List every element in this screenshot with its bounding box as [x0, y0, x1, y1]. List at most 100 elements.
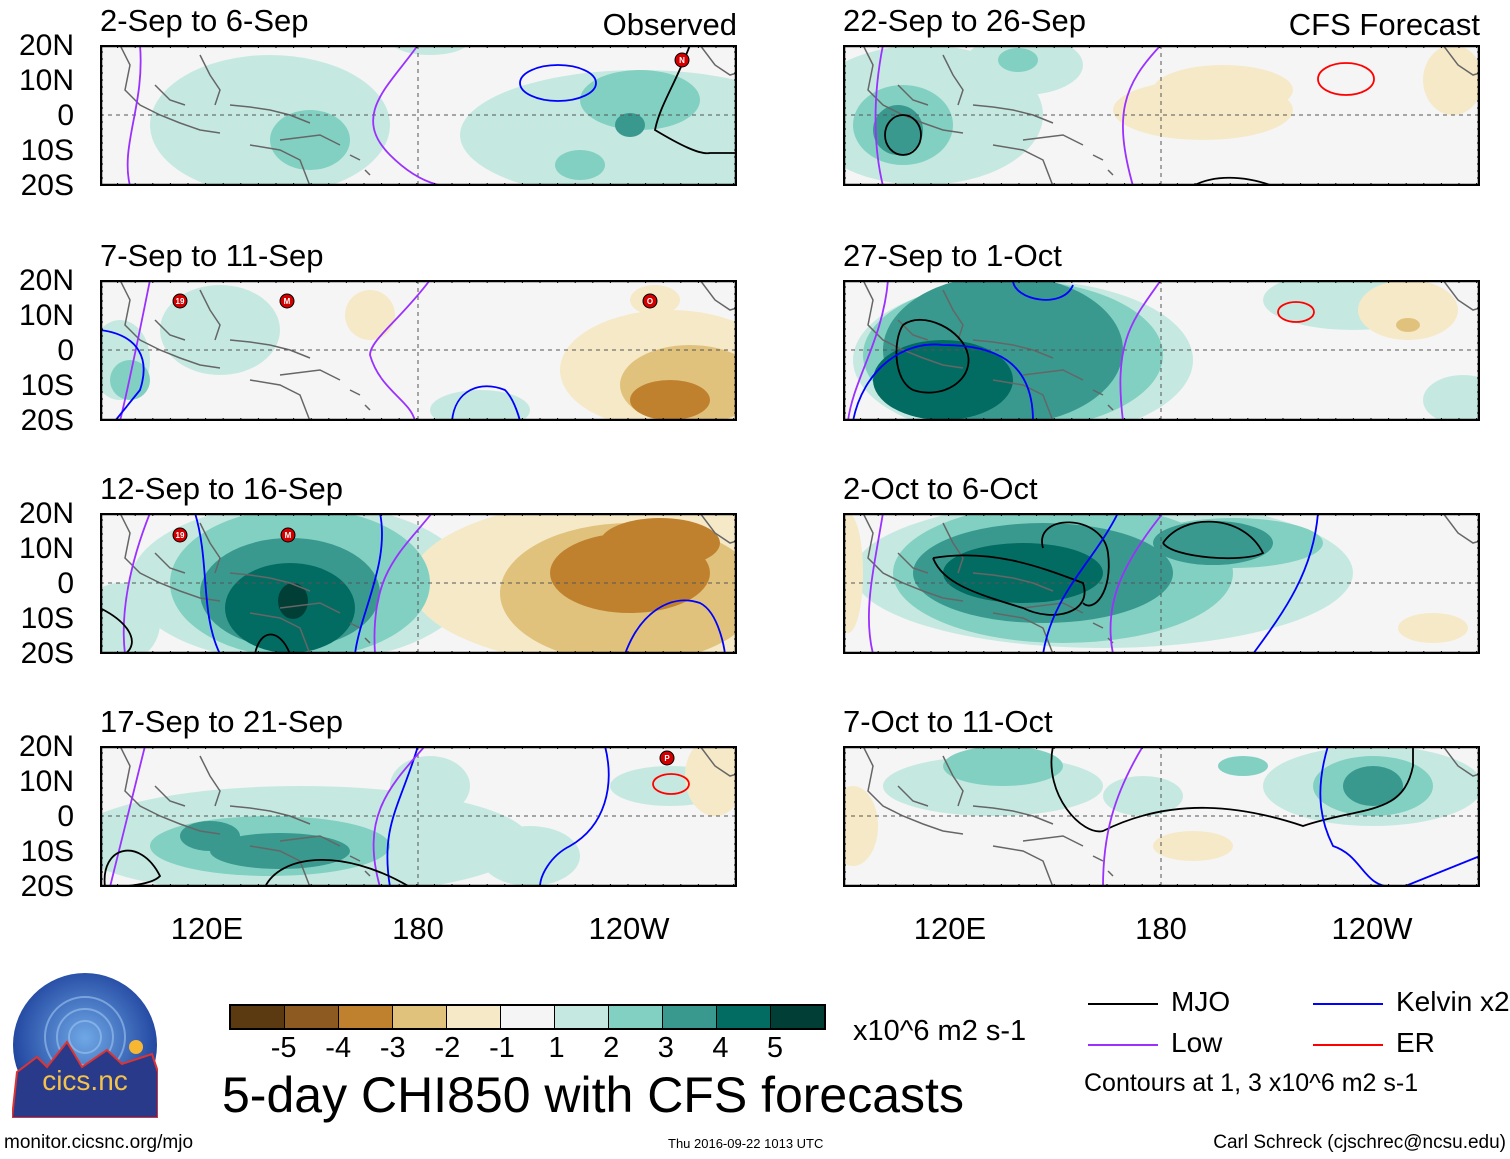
wave-contour: [1012, 280, 1074, 301]
wave-contour: [1162, 520, 1265, 560]
footer-author: Carl Schreck (cjschrec@ncsu.edu): [1213, 1132, 1506, 1153]
wave-contour: [653, 45, 737, 155]
y-axis-label: 10S: [20, 134, 74, 167]
wave-contour: [1050, 746, 1414, 833]
colorbar-tick: -2: [434, 1032, 461, 1064]
tropical-cyclone-icon: O: [642, 293, 658, 309]
legend-label: Kelvin x2: [1396, 986, 1510, 1017]
wave-contour: [1041, 521, 1110, 607]
x-axis-label: 180: [1135, 911, 1187, 946]
colorbar-tick: -5: [270, 1032, 297, 1064]
anomaly-shading: [555, 150, 605, 180]
colorbar-swatch: [555, 1006, 609, 1028]
wave-contour: [932, 554, 1086, 616]
wave-contour: [126, 45, 142, 186]
svg-text:19: 19: [176, 297, 185, 306]
legend-label: Low: [1171, 1027, 1223, 1058]
map-panel: [843, 280, 1480, 421]
wave-contour: [372, 746, 426, 887]
svg-text:N: N: [679, 56, 685, 65]
coastline: [119, 746, 737, 887]
y-axis-label: 10N: [18, 532, 74, 565]
colorbar-tick: -1: [489, 1032, 515, 1064]
colorbar-swatch: [447, 1006, 501, 1028]
wave-contour: [852, 343, 1034, 421]
panel-title: 7-Sep to 11-Sep: [100, 238, 324, 273]
legend-line-swatch: [1088, 1003, 1158, 1005]
anomaly-shading: [1358, 280, 1458, 340]
legend-line-swatch: [1313, 1044, 1383, 1046]
wave-contour: [624, 599, 726, 654]
wave-contour: [884, 114, 922, 156]
wave-contour: [519, 64, 597, 102]
colorbar-swatch: [501, 1006, 555, 1028]
wave-contour: [1402, 855, 1480, 887]
anomaly-shading: [685, 746, 737, 816]
wave-contour: [895, 319, 970, 394]
y-axis-label: 20N: [18, 29, 74, 62]
tropical-cyclone-icon: 19: [172, 527, 188, 543]
wave-contour: [1317, 62, 1375, 96]
colorbar-tick: -3: [379, 1032, 406, 1064]
colorbar-tick: -4: [325, 1032, 352, 1064]
colorbar-swatch: [231, 1006, 285, 1028]
wave-contour: [652, 773, 690, 795]
tropical-cyclone-icon: M: [280, 527, 296, 543]
y-axis-label: 10N: [18, 299, 74, 332]
anomaly-shading: [392, 45, 468, 55]
anomaly-shading: [278, 583, 308, 619]
colorbar-swatch: [663, 1006, 717, 1028]
wave-contour: [539, 746, 610, 887]
wave-contour: [373, 513, 433, 654]
y-axis-label: 20N: [18, 497, 74, 530]
wave-contour: [386, 746, 419, 887]
anomaly-shading: [630, 380, 710, 420]
y-axis-label: 0: [57, 99, 74, 132]
map-panel: 19 M: [100, 513, 737, 654]
wave-contour: [451, 385, 521, 421]
figure-title: 5-day CHI850 with CFS forecasts: [222, 1067, 964, 1123]
anomaly-shading: [843, 513, 863, 633]
legend-note: Contours at 1, 3 x10^6 m2 s-1: [1084, 1069, 1419, 1097]
wave-contour: [1252, 513, 1319, 654]
anomaly-shading: [390, 756, 470, 816]
svg-text:P: P: [664, 754, 670, 763]
y-axis-label: 10N: [18, 64, 74, 97]
legend-label: MJO: [1171, 986, 1231, 1017]
footer-url[interactable]: monitor.cicsnc.org/mjo: [4, 1132, 194, 1153]
y-axis-label: 10S: [20, 369, 74, 402]
colorbar-swatch: [285, 1006, 339, 1028]
anomaly-shading: [1396, 318, 1420, 332]
anomaly-shading: [430, 390, 530, 421]
legend-label: ER: [1396, 1027, 1435, 1058]
y-axis-label: 20N: [18, 264, 74, 297]
x-axis-label: 120W: [1331, 911, 1413, 946]
anomaly-shading: [615, 113, 645, 137]
map-panel: [843, 513, 1480, 654]
map-panel: N: [100, 45, 737, 186]
wave-contour: [119, 280, 151, 421]
panel-title: 27-Sep to 1-Oct: [843, 238, 1062, 273]
colorbar-swatch: [393, 1006, 447, 1028]
y-axis-label: 0: [57, 800, 74, 833]
anomaly-shading: [480, 826, 580, 886]
x-axis-label: 180: [392, 911, 444, 946]
wave-contour: [867, 513, 884, 654]
colorbar-tick: 4: [712, 1032, 729, 1064]
anomaly-shading: [345, 290, 395, 340]
anomaly-shading: [100, 583, 160, 654]
x-axis-label: 120E: [913, 911, 987, 946]
colorbar-tick: 3: [657, 1032, 674, 1064]
wave-contour: [372, 45, 470, 186]
colorbar-swatch: [339, 1006, 393, 1028]
coastline: [119, 45, 737, 186]
tropical-cyclone-icon: 19: [172, 293, 188, 309]
panel-title: 7-Oct to 11-Oct: [843, 704, 1053, 739]
coastline: [119, 513, 737, 654]
wave-contour: [100, 607, 133, 654]
anomaly-shading: [998, 48, 1038, 72]
wave-contour: [109, 746, 146, 887]
map-panel: 19 M O: [100, 280, 737, 421]
wave-contour: [1119, 280, 1162, 421]
